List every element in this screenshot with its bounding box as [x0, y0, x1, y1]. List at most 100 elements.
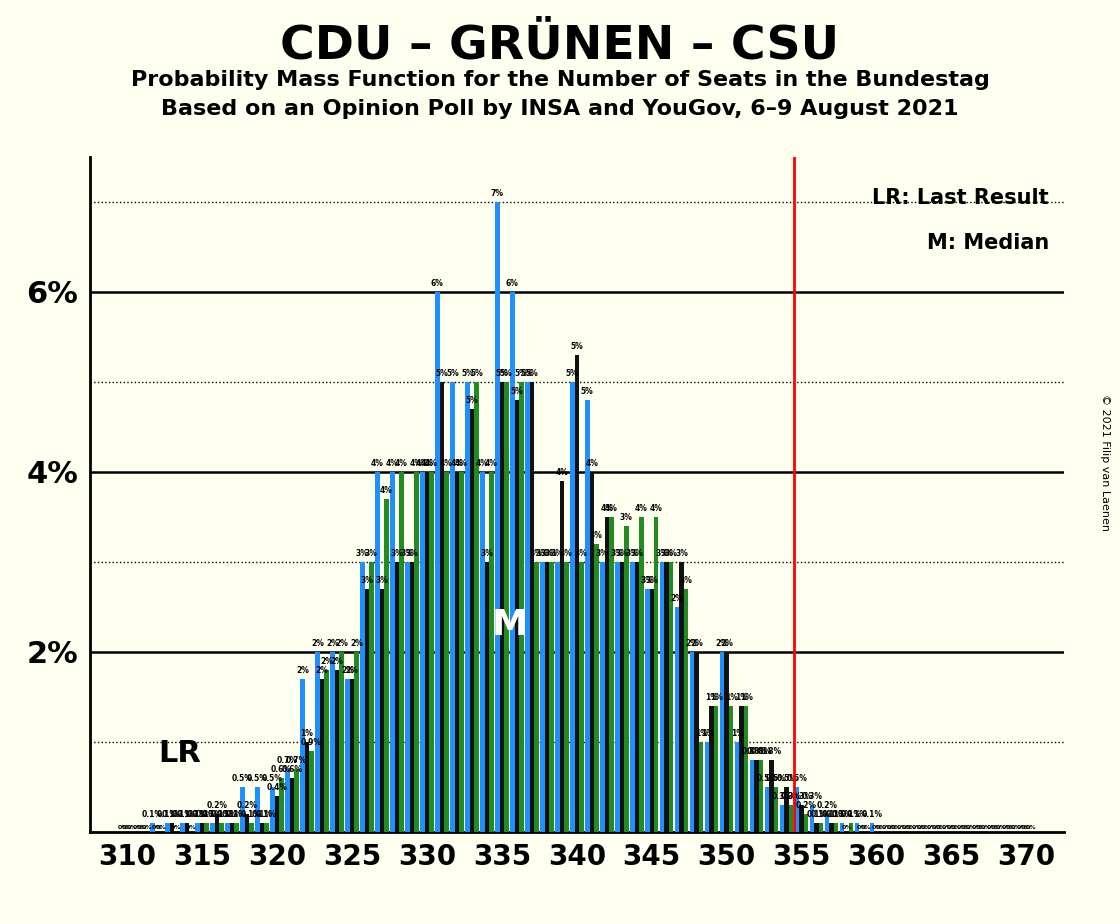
- Text: M: Median: M: Median: [926, 233, 1049, 252]
- Bar: [170, 822, 175, 832]
- Text: 0%: 0%: [991, 825, 1002, 830]
- Text: 0%: 0%: [936, 825, 946, 830]
- Text: 4%: 4%: [380, 486, 393, 495]
- Bar: [765, 786, 769, 832]
- Text: 0.1%: 0.1%: [196, 810, 217, 819]
- Bar: [814, 822, 819, 832]
- Text: 0%: 0%: [1017, 825, 1027, 830]
- Text: 5%: 5%: [495, 370, 508, 378]
- Bar: [166, 822, 170, 832]
- Bar: [465, 382, 469, 832]
- Text: 2%: 2%: [685, 639, 699, 648]
- Text: 0%: 0%: [926, 825, 937, 830]
- Bar: [600, 562, 605, 832]
- Bar: [544, 562, 549, 832]
- Bar: [480, 472, 485, 832]
- Bar: [361, 562, 365, 832]
- Bar: [650, 589, 654, 832]
- Text: 0.8%: 0.8%: [741, 747, 763, 756]
- Bar: [375, 472, 380, 832]
- Text: 3%: 3%: [401, 549, 414, 558]
- Text: 3%: 3%: [645, 577, 659, 585]
- Bar: [230, 822, 234, 832]
- Bar: [469, 409, 474, 832]
- Bar: [250, 822, 254, 832]
- Bar: [510, 292, 514, 832]
- Text: 3%: 3%: [535, 549, 549, 558]
- Text: 3%: 3%: [615, 549, 628, 558]
- Text: 0.5%: 0.5%: [776, 774, 797, 783]
- Text: 2%: 2%: [720, 639, 734, 648]
- Bar: [694, 651, 699, 832]
- Bar: [450, 382, 455, 832]
- Text: 5%: 5%: [525, 370, 539, 378]
- Text: 0%: 0%: [857, 825, 867, 830]
- Text: 0.2%: 0.2%: [795, 801, 816, 810]
- Text: 4%: 4%: [416, 459, 429, 468]
- Bar: [635, 562, 640, 832]
- Text: 3%: 3%: [540, 549, 553, 558]
- Text: 2%: 2%: [311, 639, 324, 648]
- Bar: [804, 814, 809, 832]
- Text: 0%: 0%: [965, 825, 977, 830]
- Bar: [394, 562, 399, 832]
- Text: 0%: 0%: [132, 825, 143, 830]
- Bar: [690, 651, 694, 832]
- Text: 0%: 0%: [171, 825, 181, 830]
- Text: 0.3%: 0.3%: [791, 792, 812, 801]
- Text: 2%: 2%: [320, 657, 333, 666]
- Bar: [840, 822, 844, 832]
- Text: 2%: 2%: [326, 639, 339, 648]
- Bar: [500, 382, 504, 832]
- Text: 0.8%: 0.8%: [762, 747, 782, 756]
- Text: 6%: 6%: [431, 279, 444, 288]
- Text: 0%: 0%: [186, 825, 197, 830]
- Text: 0%: 0%: [890, 825, 902, 830]
- Bar: [619, 562, 624, 832]
- Text: 2%: 2%: [316, 666, 328, 675]
- Text: 2%: 2%: [330, 657, 344, 666]
- Text: Based on an Opinion Poll by INSA and YouGov, 6–9 August 2021: Based on an Opinion Poll by INSA and You…: [161, 99, 959, 119]
- Text: 0.1%: 0.1%: [811, 810, 832, 819]
- Bar: [195, 822, 199, 832]
- Text: 3%: 3%: [675, 549, 688, 558]
- Bar: [615, 562, 619, 832]
- Bar: [624, 526, 628, 832]
- Text: 0%: 0%: [871, 825, 881, 830]
- Text: 0%: 0%: [137, 825, 148, 830]
- Text: 1%: 1%: [739, 693, 753, 702]
- Text: 0%: 0%: [841, 825, 852, 830]
- Text: 0.5%: 0.5%: [262, 774, 283, 783]
- Text: 0%: 0%: [987, 825, 997, 830]
- Text: 0%: 0%: [946, 825, 956, 830]
- Bar: [309, 750, 314, 832]
- Text: 3%: 3%: [631, 549, 643, 558]
- Text: 0%: 0%: [151, 825, 162, 830]
- Text: 0%: 0%: [1021, 825, 1032, 830]
- Bar: [713, 706, 718, 832]
- Bar: [514, 400, 519, 832]
- Text: 0.2%: 0.2%: [236, 801, 258, 810]
- Bar: [455, 472, 459, 832]
- Bar: [579, 562, 584, 832]
- Text: 0%: 0%: [916, 825, 927, 830]
- Bar: [399, 472, 403, 832]
- Text: 0.1%: 0.1%: [241, 810, 262, 819]
- Text: 0.5%: 0.5%: [766, 774, 786, 783]
- Bar: [264, 822, 269, 832]
- Text: CDU – GRÜNEN – CSU: CDU – GRÜNEN – CSU: [280, 23, 840, 68]
- Text: 0.1%: 0.1%: [202, 810, 223, 819]
- Text: 0.3%: 0.3%: [772, 792, 793, 801]
- Bar: [405, 562, 410, 832]
- Text: 4%: 4%: [476, 459, 488, 468]
- Bar: [769, 760, 774, 832]
- Text: 0.8%: 0.8%: [750, 747, 772, 756]
- Text: 0%: 0%: [897, 825, 907, 830]
- Text: 0.1%: 0.1%: [256, 810, 277, 819]
- Bar: [319, 679, 324, 832]
- Bar: [570, 382, 575, 832]
- Text: 0.1%: 0.1%: [172, 810, 193, 819]
- Text: 0%: 0%: [118, 825, 128, 830]
- Text: 0%: 0%: [902, 825, 912, 830]
- Text: 3%: 3%: [405, 549, 419, 558]
